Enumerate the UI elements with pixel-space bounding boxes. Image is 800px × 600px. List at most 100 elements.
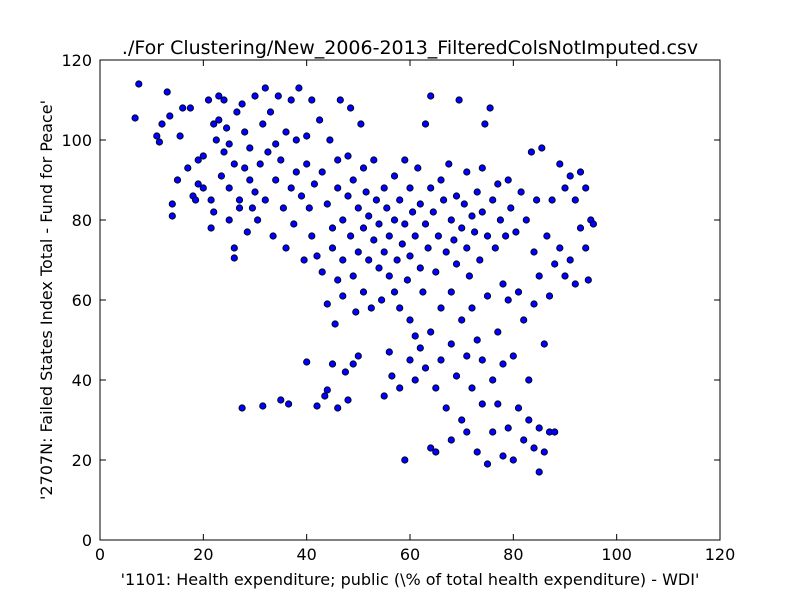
- data-point: [259, 402, 267, 410]
- data-point: [432, 448, 440, 456]
- data-point: [561, 272, 569, 280]
- data-point: [504, 424, 512, 432]
- x-tick-label: 80: [503, 545, 523, 564]
- data-point: [375, 220, 383, 228]
- data-point: [354, 248, 362, 256]
- data-point: [483, 460, 492, 468]
- data-point: [383, 204, 391, 212]
- data-point: [207, 224, 215, 232]
- data-point: [434, 232, 442, 240]
- data-point: [527, 148, 536, 156]
- data-point: [220, 96, 228, 104]
- data-point: [416, 200, 424, 208]
- data-point: [323, 300, 331, 308]
- data-point: [411, 332, 419, 340]
- data-point: [131, 114, 139, 122]
- data-point: [429, 208, 437, 216]
- data-point: [349, 272, 357, 280]
- data-point: [530, 248, 538, 256]
- data-point: [532, 196, 541, 204]
- data-point: [396, 384, 404, 392]
- data-point: [331, 320, 339, 328]
- data-point: [403, 276, 411, 284]
- data-point: [339, 216, 347, 224]
- data-point: [269, 232, 277, 240]
- data-point: [334, 404, 342, 412]
- data-point: [380, 392, 388, 400]
- data-point: [496, 216, 504, 224]
- data-point: [173, 176, 182, 184]
- data-point: [486, 104, 494, 112]
- data-point: [522, 216, 530, 224]
- y-tick-label: 80: [72, 211, 92, 230]
- data-point: [504, 176, 512, 184]
- data-point: [328, 244, 337, 252]
- data-point: [339, 292, 347, 300]
- data-point: [509, 352, 517, 360]
- data-point: [551, 260, 559, 268]
- data-point: [530, 444, 538, 452]
- data-point: [354, 352, 362, 360]
- data-point: [346, 104, 355, 112]
- data-point: [582, 244, 590, 252]
- data-point: [380, 248, 388, 256]
- data-point: [230, 244, 238, 252]
- data-point: [204, 96, 213, 104]
- data-point: [277, 156, 285, 164]
- data-point: [458, 224, 466, 232]
- data-point: [483, 232, 492, 240]
- data-point: [243, 228, 251, 236]
- data-point: [282, 244, 290, 252]
- data-point: [424, 244, 432, 252]
- data-point: [261, 84, 269, 92]
- data-point: [308, 232, 316, 240]
- data-point: [225, 216, 233, 224]
- data-point: [427, 444, 435, 452]
- data-point: [349, 176, 357, 184]
- data-point: [468, 384, 476, 392]
- data-point: [398, 240, 406, 248]
- data-point: [334, 184, 342, 192]
- data-point: [427, 328, 435, 336]
- y-tick-label: 100: [61, 131, 92, 150]
- axis-ticks: 0 20 40 60 80 100 120 0 20 40 60 80 100 120: [61, 51, 735, 564]
- data-point: [540, 448, 548, 456]
- data-point: [439, 196, 448, 204]
- data-point: [254, 216, 262, 224]
- data-point: [520, 436, 528, 444]
- y-tick-label: 40: [72, 371, 92, 390]
- x-axis-label: '1101: Health expenditure; public (\% of…: [121, 570, 700, 589]
- data-point: [241, 128, 249, 136]
- data-point: [135, 80, 143, 88]
- data-point: [230, 160, 238, 168]
- data-point: [313, 402, 321, 410]
- data-point: [163, 88, 171, 96]
- data-point: [478, 208, 486, 216]
- y-tick-label: 120: [61, 51, 92, 70]
- data-point: [494, 328, 502, 336]
- data-point: [210, 120, 218, 128]
- data-point: [385, 272, 393, 280]
- data-point: [194, 156, 202, 164]
- data-point: [478, 164, 486, 172]
- data-point: [264, 148, 272, 156]
- data-point: [551, 428, 559, 436]
- data-point: [452, 260, 461, 268]
- data-point: [287, 96, 295, 104]
- data-point: [416, 344, 424, 352]
- data-point: [362, 188, 370, 196]
- data-point: [153, 132, 161, 140]
- data-point: [303, 358, 311, 366]
- data-point: [344, 192, 352, 200]
- data-point: [427, 92, 435, 100]
- data-point: [168, 200, 176, 208]
- data-point: [256, 160, 264, 168]
- data-point: [452, 192, 461, 200]
- data-point: [303, 132, 311, 140]
- data-point: [447, 288, 455, 296]
- data-point: [295, 84, 303, 92]
- data-point: [305, 204, 313, 212]
- data-point: [359, 164, 368, 172]
- data-point: [277, 396, 285, 404]
